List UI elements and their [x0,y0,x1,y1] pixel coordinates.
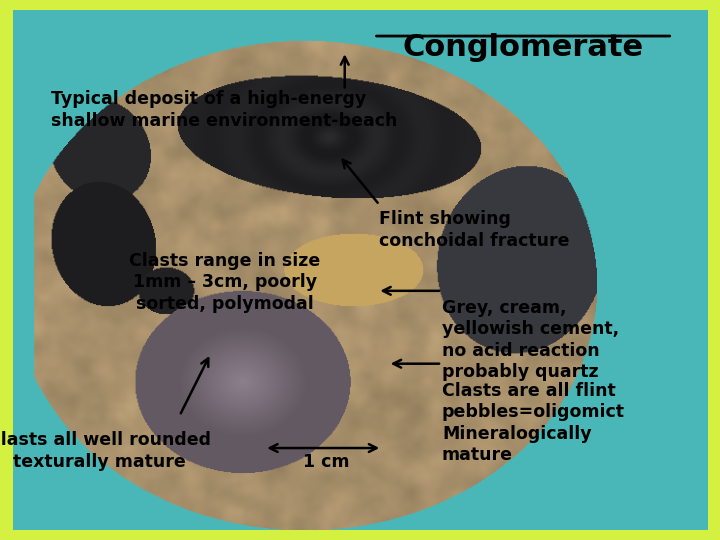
Text: Typical deposit of a high-energy
shallow marine environment-beach: Typical deposit of a high-energy shallow… [51,90,397,130]
Text: Clasts range in size
1mm – 3cm, poorly
sorted, polymodal: Clasts range in size 1mm – 3cm, poorly s… [129,252,320,313]
Text: Conglomerate: Conglomerate [402,33,644,62]
Text: Clasts are all flint
pebbles=oligomict
Mineralogically
mature: Clasts are all flint pebbles=oligomict M… [442,382,625,464]
Text: 1 cm: 1 cm [303,453,350,471]
Text: Clasts all well rounded
texturally mature: Clasts all well rounded texturally matur… [0,431,211,471]
Text: Grey, cream,
yellowish cement,
no acid reaction
probably quartz: Grey, cream, yellowish cement, no acid r… [442,299,619,381]
Text: Flint showing
conchoidal fracture: Flint showing conchoidal fracture [379,210,570,249]
